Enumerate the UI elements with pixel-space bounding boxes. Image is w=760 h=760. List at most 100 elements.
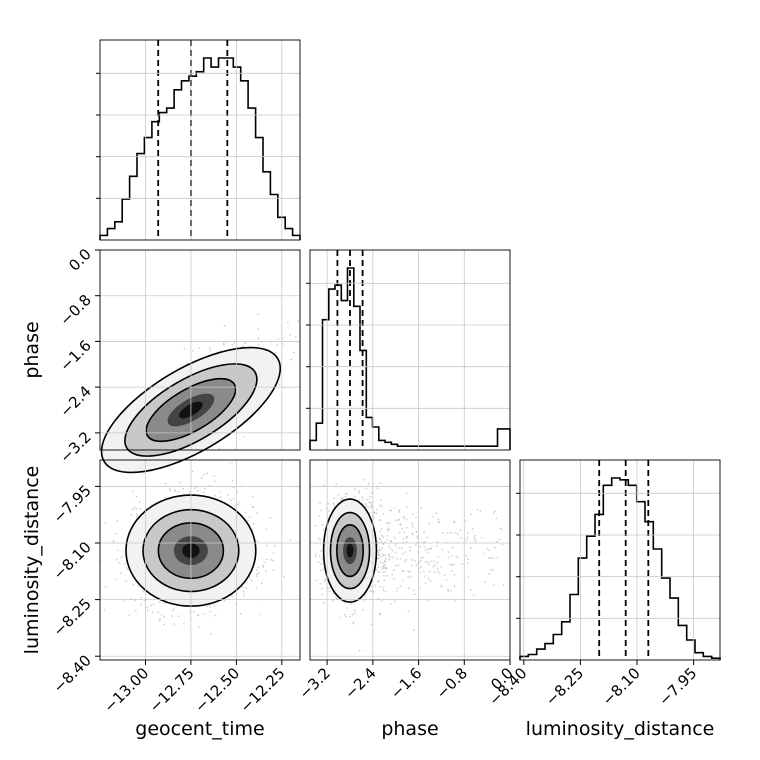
scatter-point bbox=[402, 579, 404, 582]
scatter-point bbox=[169, 490, 172, 492]
scatter-point bbox=[437, 555, 440, 558]
scatter-point bbox=[361, 609, 364, 612]
scatter-point bbox=[454, 532, 457, 534]
scatter-point bbox=[397, 519, 400, 522]
scatter-point bbox=[407, 570, 410, 572]
scatter-point bbox=[162, 623, 165, 626]
scatter-point bbox=[358, 489, 360, 492]
scatter-point bbox=[379, 613, 382, 616]
scatter-point bbox=[244, 511, 247, 514]
scatter-point bbox=[362, 600, 365, 603]
scatter-point bbox=[208, 484, 211, 487]
scatter-point bbox=[294, 335, 297, 338]
scatter-point bbox=[388, 553, 390, 556]
scatter-point bbox=[394, 551, 397, 554]
scatter-point bbox=[447, 556, 450, 559]
scatter-point bbox=[222, 342, 225, 345]
scatter-point bbox=[115, 558, 118, 561]
scatter-point bbox=[319, 583, 322, 585]
scatter-point bbox=[384, 566, 387, 569]
scatter-point bbox=[158, 619, 161, 622]
scatter-point bbox=[384, 554, 387, 556]
scatter-point bbox=[426, 536, 429, 539]
scatter-point bbox=[381, 534, 383, 537]
scatter-point bbox=[245, 587, 248, 590]
scatter-point bbox=[364, 594, 367, 597]
scatter-point bbox=[353, 612, 356, 615]
scatter-point bbox=[191, 470, 194, 473]
scatter-point bbox=[252, 505, 255, 508]
scatter-point bbox=[242, 345, 244, 347]
scatter-point bbox=[297, 320, 299, 322]
y-tick-label: −1.6 bbox=[56, 337, 94, 375]
scatter-point bbox=[406, 506, 408, 509]
scatter-point bbox=[419, 571, 422, 574]
scatter-point bbox=[492, 556, 494, 559]
scatter-point bbox=[314, 525, 317, 527]
scatter-point bbox=[112, 540, 115, 543]
scatter-point bbox=[365, 505, 367, 508]
scatter-point bbox=[441, 532, 444, 534]
scatter-point bbox=[272, 559, 274, 562]
scatter-point bbox=[367, 505, 369, 508]
scatter-point bbox=[445, 532, 448, 535]
scatter-point bbox=[488, 573, 490, 575]
scatter-point bbox=[323, 484, 325, 487]
scatter-point bbox=[333, 504, 336, 507]
scatter-point bbox=[251, 579, 254, 582]
scatter-point bbox=[473, 537, 476, 539]
scatter-point bbox=[369, 501, 372, 504]
scatter-point bbox=[328, 590, 331, 593]
scatter-point bbox=[374, 584, 377, 587]
scatter-point bbox=[420, 507, 423, 510]
scatter-point bbox=[484, 581, 486, 583]
scatter-point bbox=[403, 515, 406, 518]
scatter-point bbox=[370, 623, 373, 626]
scatter-point bbox=[493, 510, 496, 513]
scatter-point bbox=[392, 556, 394, 559]
scatter-point bbox=[200, 477, 203, 480]
scatter-point bbox=[346, 492, 348, 495]
scatter-point bbox=[395, 590, 398, 593]
scatter-point bbox=[257, 566, 260, 569]
scatter-point bbox=[379, 504, 381, 507]
scatter-point bbox=[379, 549, 381, 552]
scatter-point bbox=[413, 629, 415, 632]
scatter-point bbox=[126, 568, 129, 570]
scatter-point bbox=[387, 527, 390, 530]
scatter-point bbox=[363, 479, 365, 481]
scatter-point bbox=[214, 494, 217, 497]
scatter-point bbox=[437, 520, 440, 523]
scatter-point bbox=[407, 587, 410, 590]
scatter-point bbox=[410, 559, 413, 561]
scatter-point bbox=[427, 548, 429, 550]
density-level bbox=[346, 543, 354, 558]
x-tick-label: −8.10 bbox=[599, 664, 644, 709]
scatter-point bbox=[322, 529, 325, 531]
scatter-point bbox=[369, 495, 372, 498]
scatter-point bbox=[197, 614, 200, 616]
scatter-point bbox=[415, 530, 418, 533]
scatter-point bbox=[459, 529, 462, 532]
scatter-point bbox=[277, 338, 280, 341]
scatter-point bbox=[135, 495, 138, 498]
scatter-point bbox=[378, 554, 380, 557]
scatter-point bbox=[314, 555, 317, 558]
scatter-point bbox=[453, 563, 455, 566]
scatter-point bbox=[414, 560, 416, 562]
scatter-point bbox=[441, 586, 443, 588]
scatter-point bbox=[496, 556, 499, 559]
scatter-point bbox=[378, 546, 381, 549]
scatter-point bbox=[457, 533, 459, 536]
scatter-point bbox=[457, 556, 459, 559]
scatter-point bbox=[103, 609, 106, 611]
scatter-point bbox=[173, 623, 175, 625]
scatter-point bbox=[410, 575, 412, 578]
scatter-point bbox=[333, 497, 336, 500]
scatter-point bbox=[472, 594, 475, 596]
scatter-point bbox=[120, 556, 123, 559]
scatter-point bbox=[243, 594, 246, 596]
scatter-point bbox=[265, 570, 267, 573]
scatter-point bbox=[239, 612, 242, 615]
scatter-point bbox=[319, 549, 322, 552]
